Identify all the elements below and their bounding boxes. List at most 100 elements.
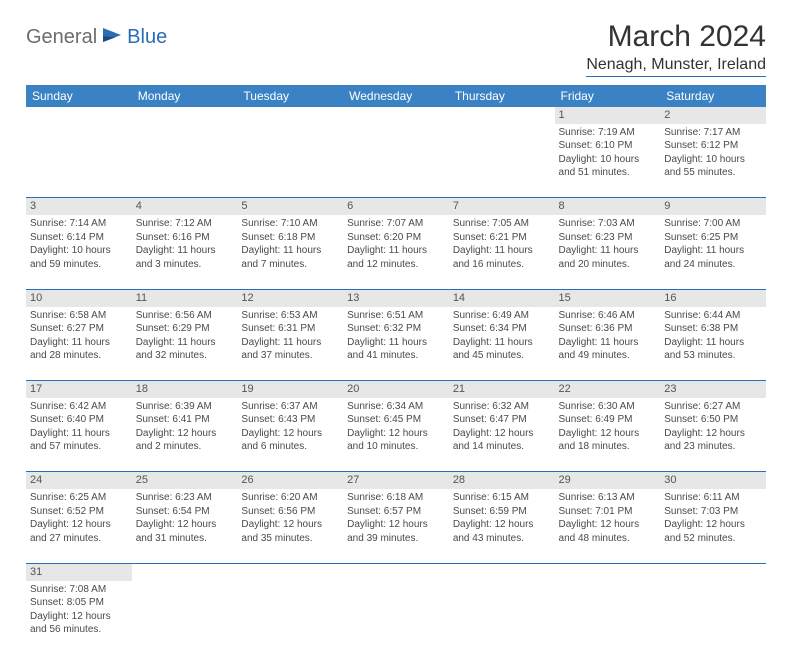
day-detail-cell — [449, 124, 555, 198]
day-number-cell: 13 — [343, 289, 449, 306]
weekday-header: Monday — [132, 85, 238, 107]
day-number-cell: 10 — [26, 289, 132, 306]
day-detail-cell — [449, 581, 555, 655]
day-detail-cell: Sunrise: 6:32 AMSunset: 6:47 PMDaylight:… — [449, 398, 555, 472]
day-detail-cell — [26, 124, 132, 198]
day-detail-row: Sunrise: 6:58 AMSunset: 6:27 PMDaylight:… — [26, 307, 766, 381]
weekday-header: Saturday — [660, 85, 766, 107]
day-detail-cell: Sunrise: 7:08 AMSunset: 8:05 PMDaylight:… — [26, 581, 132, 655]
day-detail-row: Sunrise: 7:14 AMSunset: 6:14 PMDaylight:… — [26, 215, 766, 289]
day-number-cell — [237, 107, 343, 124]
day-detail-row: Sunrise: 7:08 AMSunset: 8:05 PMDaylight:… — [26, 581, 766, 655]
day-detail-row: Sunrise: 6:42 AMSunset: 6:40 PMDaylight:… — [26, 398, 766, 472]
day-detail-cell: Sunrise: 6:37 AMSunset: 6:43 PMDaylight:… — [237, 398, 343, 472]
day-number-row: 31 — [26, 563, 766, 580]
day-number-cell: 8 — [555, 198, 661, 215]
day-number-cell: 16 — [660, 289, 766, 306]
day-detail-cell: Sunrise: 6:25 AMSunset: 6:52 PMDaylight:… — [26, 489, 132, 563]
logo: General Blue — [26, 26, 167, 49]
day-number-cell: 17 — [26, 381, 132, 398]
day-number-cell: 11 — [132, 289, 238, 306]
weekday-header-row: Sunday Monday Tuesday Wednesday Thursday… — [26, 85, 766, 107]
day-number-cell: 18 — [132, 381, 238, 398]
day-number-cell — [449, 563, 555, 580]
day-number-cell: 15 — [555, 289, 661, 306]
day-number-cell: 9 — [660, 198, 766, 215]
day-number-cell — [343, 563, 449, 580]
day-number-cell: 5 — [237, 198, 343, 215]
day-detail-cell: Sunrise: 7:19 AMSunset: 6:10 PMDaylight:… — [555, 124, 661, 198]
day-number-cell: 4 — [132, 198, 238, 215]
day-number-cell: 20 — [343, 381, 449, 398]
day-detail-cell: Sunrise: 7:05 AMSunset: 6:21 PMDaylight:… — [449, 215, 555, 289]
day-detail-cell: Sunrise: 7:07 AMSunset: 6:20 PMDaylight:… — [343, 215, 449, 289]
day-number-row: 24252627282930 — [26, 472, 766, 489]
weekday-header: Sunday — [26, 85, 132, 107]
day-detail-cell: Sunrise: 7:14 AMSunset: 6:14 PMDaylight:… — [26, 215, 132, 289]
day-detail-cell: Sunrise: 7:10 AMSunset: 6:18 PMDaylight:… — [237, 215, 343, 289]
day-number-cell — [343, 107, 449, 124]
day-number-cell: 2 — [660, 107, 766, 124]
day-detail-cell: Sunrise: 6:30 AMSunset: 6:49 PMDaylight:… — [555, 398, 661, 472]
day-number-cell: 29 — [555, 472, 661, 489]
day-number-row: 3456789 — [26, 198, 766, 215]
day-number-cell — [132, 563, 238, 580]
title-block: March 2024 Nenagh, Munster, Ireland — [586, 20, 766, 77]
day-detail-cell: Sunrise: 6:11 AMSunset: 7:03 PMDaylight:… — [660, 489, 766, 563]
day-detail-cell: Sunrise: 7:03 AMSunset: 6:23 PMDaylight:… — [555, 215, 661, 289]
day-detail-cell — [555, 581, 661, 655]
day-detail-cell: Sunrise: 7:17 AMSunset: 6:12 PMDaylight:… — [660, 124, 766, 198]
day-detail-cell: Sunrise: 6:44 AMSunset: 6:38 PMDaylight:… — [660, 307, 766, 381]
day-number-cell: 21 — [449, 381, 555, 398]
day-detail-cell — [660, 581, 766, 655]
day-detail-cell: Sunrise: 6:15 AMSunset: 6:59 PMDaylight:… — [449, 489, 555, 563]
day-detail-cell: Sunrise: 6:56 AMSunset: 6:29 PMDaylight:… — [132, 307, 238, 381]
month-title: March 2024 — [586, 20, 766, 54]
day-detail-cell: Sunrise: 7:00 AMSunset: 6:25 PMDaylight:… — [660, 215, 766, 289]
day-number-cell: 1 — [555, 107, 661, 124]
day-detail-cell: Sunrise: 6:34 AMSunset: 6:45 PMDaylight:… — [343, 398, 449, 472]
day-number-cell: 30 — [660, 472, 766, 489]
day-detail-cell: Sunrise: 6:58 AMSunset: 6:27 PMDaylight:… — [26, 307, 132, 381]
day-number-cell: 19 — [237, 381, 343, 398]
day-number-cell: 24 — [26, 472, 132, 489]
day-number-cell: 3 — [26, 198, 132, 215]
day-detail-cell: Sunrise: 6:49 AMSunset: 6:34 PMDaylight:… — [449, 307, 555, 381]
day-detail-cell: Sunrise: 6:18 AMSunset: 6:57 PMDaylight:… — [343, 489, 449, 563]
day-detail-cell: Sunrise: 6:13 AMSunset: 7:01 PMDaylight:… — [555, 489, 661, 563]
weekday-header: Tuesday — [237, 85, 343, 107]
day-number-cell: 25 — [132, 472, 238, 489]
day-detail-cell: Sunrise: 6:23 AMSunset: 6:54 PMDaylight:… — [132, 489, 238, 563]
day-detail-cell: Sunrise: 6:53 AMSunset: 6:31 PMDaylight:… — [237, 307, 343, 381]
day-detail-cell: Sunrise: 6:20 AMSunset: 6:56 PMDaylight:… — [237, 489, 343, 563]
day-detail-cell: Sunrise: 6:51 AMSunset: 6:32 PMDaylight:… — [343, 307, 449, 381]
day-number-cell: 12 — [237, 289, 343, 306]
day-detail-cell — [237, 581, 343, 655]
day-number-row: 12 — [26, 107, 766, 124]
logo-text-blue: Blue — [127, 26, 167, 49]
day-number-cell: 22 — [555, 381, 661, 398]
day-number-cell — [449, 107, 555, 124]
day-number-cell: 26 — [237, 472, 343, 489]
day-number-cell — [660, 563, 766, 580]
day-number-cell: 28 — [449, 472, 555, 489]
day-detail-cell — [132, 124, 238, 198]
weekday-header: Friday — [555, 85, 661, 107]
day-number-cell: 7 — [449, 198, 555, 215]
day-number-cell: 23 — [660, 381, 766, 398]
weekday-header: Thursday — [449, 85, 555, 107]
day-detail-cell: Sunrise: 6:27 AMSunset: 6:50 PMDaylight:… — [660, 398, 766, 472]
day-number-cell: 14 — [449, 289, 555, 306]
day-detail-row: Sunrise: 7:19 AMSunset: 6:10 PMDaylight:… — [26, 124, 766, 198]
day-number-cell: 27 — [343, 472, 449, 489]
flag-icon — [101, 26, 125, 49]
day-number-cell — [26, 107, 132, 124]
day-detail-cell: Sunrise: 6:42 AMSunset: 6:40 PMDaylight:… — [26, 398, 132, 472]
day-detail-cell: Sunrise: 6:46 AMSunset: 6:36 PMDaylight:… — [555, 307, 661, 381]
weekday-header: Wednesday — [343, 85, 449, 107]
header: General Blue March 2024 Nenagh, Munster,… — [26, 20, 766, 77]
day-number-cell: 6 — [343, 198, 449, 215]
day-detail-cell — [132, 581, 238, 655]
day-detail-cell — [237, 124, 343, 198]
day-number-cell — [555, 563, 661, 580]
